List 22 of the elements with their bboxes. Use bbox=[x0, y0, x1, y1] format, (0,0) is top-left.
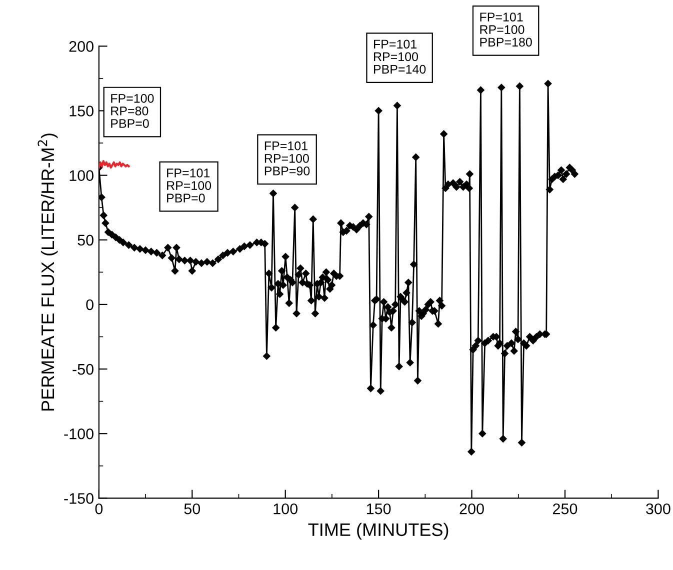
y-tick-label: -150 bbox=[64, 493, 94, 504]
x-tick-label: 0 bbox=[95, 503, 103, 514]
x-tick-label: 100 bbox=[274, 503, 298, 514]
y-tick-label: 50 bbox=[78, 234, 94, 246]
annotation: FP=101 RP=100 PBP=180 bbox=[480, 12, 532, 47]
annotation: FP=101 RP=100 PBP=0 bbox=[167, 168, 212, 203]
x-axis-title: TIME (MINUTES) bbox=[308, 522, 448, 540]
y-tick-label: 150 bbox=[70, 106, 94, 116]
y-tick-label: 0 bbox=[86, 299, 94, 310]
x-tick-label: 300 bbox=[646, 503, 670, 514]
annotation: FP=101 RP=100 PBP=90 bbox=[264, 141, 310, 176]
x-tick-label: 200 bbox=[460, 503, 484, 514]
annotation: FP=100 RP=80 PBP=0 bbox=[111, 94, 154, 128]
x-tick-label: 150 bbox=[366, 503, 391, 514]
y-axis-title: PERMEATE FLUX (LITER/HR-M$^{2}$) bbox=[38, 134, 58, 411]
x-tick-label: 250 bbox=[553, 503, 578, 514]
y-tick-label: -50 bbox=[72, 364, 94, 375]
y-tick-label: 200 bbox=[69, 41, 94, 52]
y-tick-label: -100 bbox=[64, 428, 94, 440]
y-tick-label: 100 bbox=[70, 170, 94, 181]
annotation: FP=101 RP=100 PBP=140 bbox=[374, 40, 426, 74]
x-tick-label: 50 bbox=[184, 503, 200, 514]
